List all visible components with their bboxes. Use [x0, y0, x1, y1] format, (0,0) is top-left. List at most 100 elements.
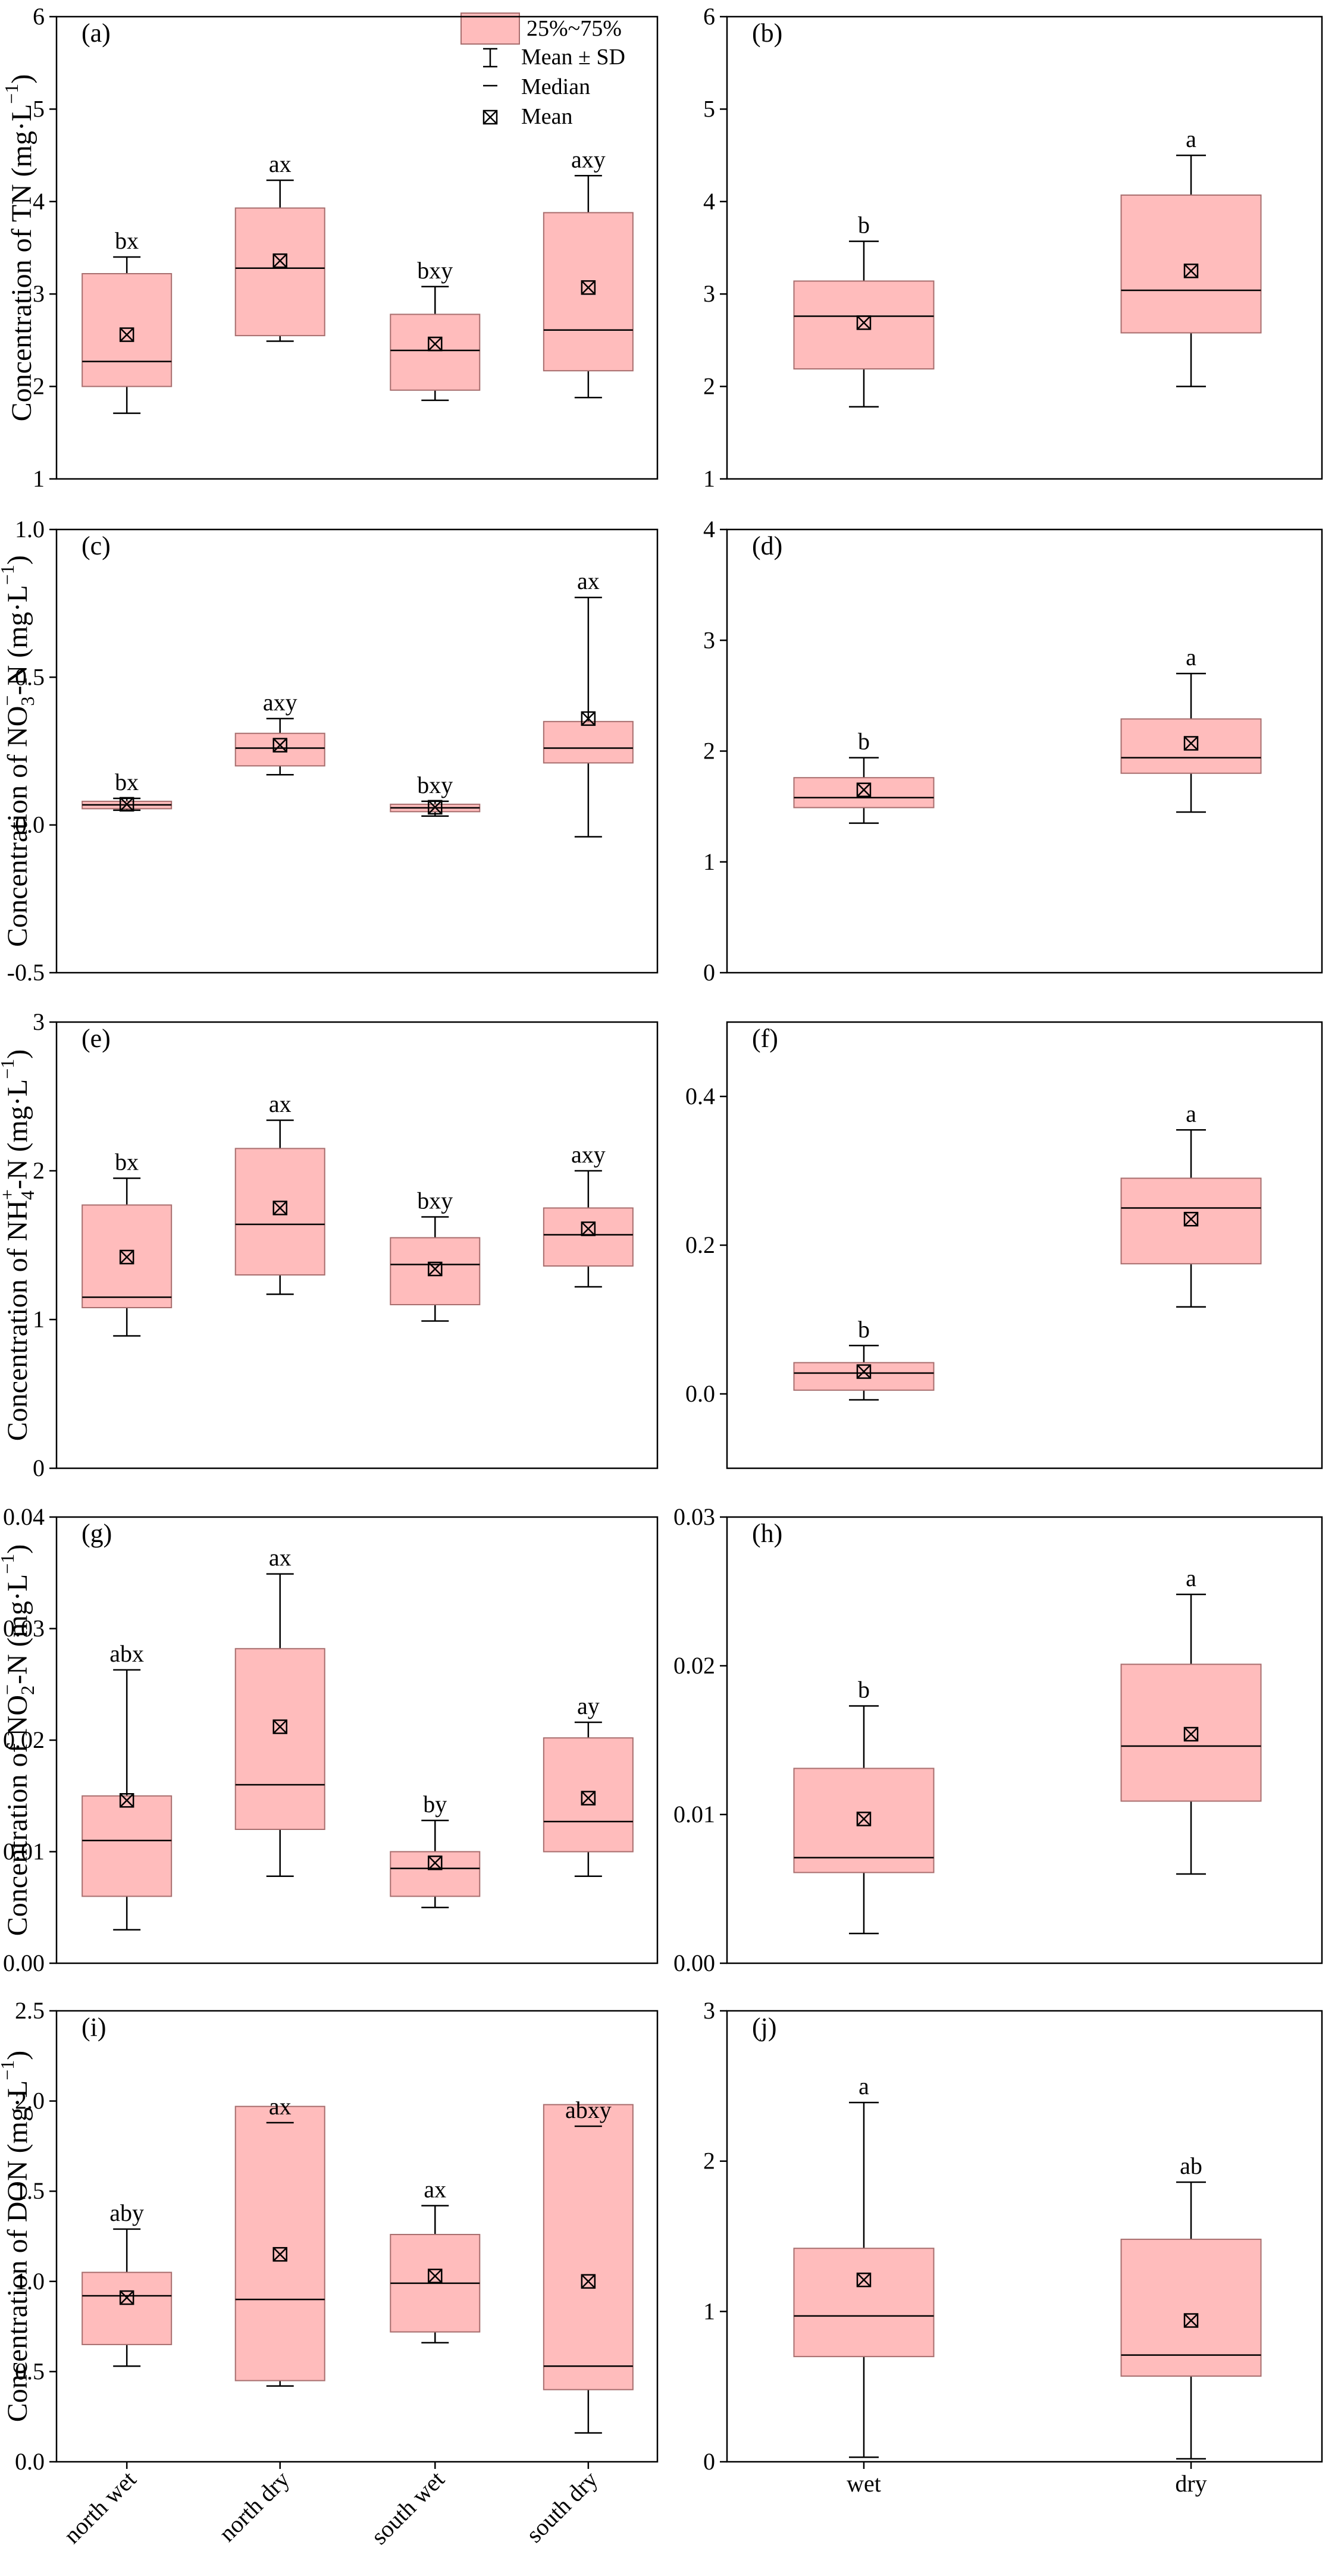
mean-marker-square — [581, 1791, 596, 1806]
legend-mean-symbol — [482, 109, 498, 125]
y-axis-title-part: − — [0, 1684, 18, 1695]
mean-marker — [119, 797, 134, 812]
iqr-box — [82, 2271, 173, 2345]
box-group: axy — [543, 146, 634, 399]
mean-marker-square — [428, 1856, 443, 1870]
box-group: bx — [82, 227, 173, 414]
iqr-box — [390, 314, 481, 391]
significance-label: b — [858, 728, 870, 755]
box-group: bx — [82, 769, 173, 812]
iqr-box — [390, 1237, 481, 1305]
legend-box-swatch — [460, 12, 520, 45]
plot-frame — [726, 2010, 1323, 2463]
iqr-box — [82, 1795, 173, 1897]
box-group: ax — [543, 568, 634, 838]
y-tick-label: 1 — [33, 1306, 45, 1333]
y-axis-title: Concentration of NO3−-N (mg·L−1) — [0, 555, 38, 947]
y-tick-label: 2 — [33, 373, 45, 400]
mean-marker-cross — [428, 2268, 443, 2283]
panel-label: (g) — [82, 1519, 112, 1548]
iqr-box — [234, 1648, 325, 1830]
iqr-box — [234, 1148, 325, 1276]
iqr-box — [793, 280, 935, 370]
y-tick-label: 3 — [33, 280, 45, 307]
iqr-box — [1120, 1663, 1262, 1802]
y-tick-label: 0.02 — [673, 1652, 715, 1679]
iqr-box — [234, 207, 325, 337]
x-tick-label: dry — [1175, 2470, 1207, 2497]
y-tick-label: 1 — [703, 848, 715, 875]
significance-label: ax — [269, 2093, 292, 2120]
panel-b: 1 2 3 4 5 6 (b) b a — [703, 3, 1323, 492]
significance-label: ax — [577, 568, 600, 594]
y-tick-label: 0.02 — [3, 1726, 45, 1753]
box-group: b — [793, 212, 935, 408]
mean-marker — [272, 1201, 287, 1215]
significance-label: bx — [115, 1149, 139, 1176]
y-tick-label: 1.0 — [15, 516, 45, 543]
legend-mean-label: Mean — [521, 104, 573, 129]
iqr-box — [390, 1851, 481, 1897]
mean-marker-cross — [120, 1793, 134, 1808]
mean-marker-cross — [581, 280, 596, 295]
y-tick-label: 1.0 — [15, 2268, 45, 2295]
y-tick-label: 2 — [703, 2148, 715, 2174]
mean-marker-cross — [1184, 2313, 1198, 2328]
box-group: abxy — [543, 2096, 634, 2434]
significance-label: axy — [263, 689, 297, 716]
y-tick-label: 3 — [703, 626, 715, 653]
y-axis-title-part: ) — [2, 1544, 33, 1554]
y-tick-label: 1.5 — [15, 2177, 45, 2204]
y-tick-label: 0.5 — [15, 2358, 45, 2384]
mean-marker-cross — [272, 738, 287, 753]
y-axis-title-part: ) — [2, 555, 33, 565]
mean-marker-cross — [1184, 1212, 1198, 1227]
mean-marker — [581, 2274, 596, 2289]
mean-marker-square — [428, 336, 443, 352]
mean-marker — [428, 336, 443, 352]
y-axis-title-part: ) — [2, 2051, 33, 2060]
significance-label: a — [1186, 644, 1196, 670]
y-tick-label: 4 — [703, 516, 715, 543]
mean-marker — [856, 782, 872, 797]
y-tick-label: 2 — [703, 738, 715, 764]
box-group: abx — [82, 1640, 173, 1931]
mean-marker-square — [856, 782, 872, 797]
mean-marker — [1183, 1212, 1199, 1227]
y-axis-title: Concentration of DON (mg·L−1) — [0, 2051, 33, 2423]
box-group: ay — [543, 1693, 634, 1877]
mean-marker — [272, 253, 287, 268]
panel-c: -0.5 0.0 0.5 1.0 (c) Concentration of NO3−-N … — [0, 516, 659, 986]
box-group: ax — [234, 1544, 325, 1877]
mean-marker-square — [272, 2247, 287, 2262]
box-group: ab — [1120, 2152, 1262, 2460]
y-axis-title-part: − — [0, 695, 18, 706]
legend-sd-symbol — [483, 48, 497, 68]
panel-f: 0.0 0.2 0.4 (f) b a — [685, 1021, 1323, 1469]
panel-label: (c) — [82, 531, 111, 560]
y-tick-label: 0.03 — [3, 1615, 45, 1642]
iqr-box — [543, 2104, 634, 2390]
box-group: a — [1120, 1565, 1262, 1875]
y-tick-label: 1 — [33, 465, 45, 492]
y-tick-label: 0 — [33, 1455, 45, 1481]
mean-marker — [1183, 736, 1199, 751]
mean-marker — [1183, 2313, 1199, 2328]
y-tick-label: 0.03 — [673, 1503, 715, 1530]
significance-label: bxy — [417, 1187, 453, 1214]
mean-marker — [428, 1856, 443, 1870]
x-tick-label: north wet — [58, 2466, 141, 2549]
box-group: axy — [234, 689, 325, 776]
significance-label: ax — [424, 2176, 446, 2202]
plot-frame — [55, 2010, 659, 2463]
mean-marker-square — [272, 1719, 287, 1734]
mean-marker-square — [272, 253, 287, 268]
y-tick-label: 0.5 — [15, 663, 45, 690]
mean-marker-square — [581, 280, 596, 295]
box-group: ax — [234, 151, 325, 342]
mean-marker-cross — [428, 1856, 443, 1870]
plot-frame — [55, 15, 659, 480]
mean-marker-cross — [1184, 736, 1198, 751]
iqr-box — [543, 1207, 634, 1267]
